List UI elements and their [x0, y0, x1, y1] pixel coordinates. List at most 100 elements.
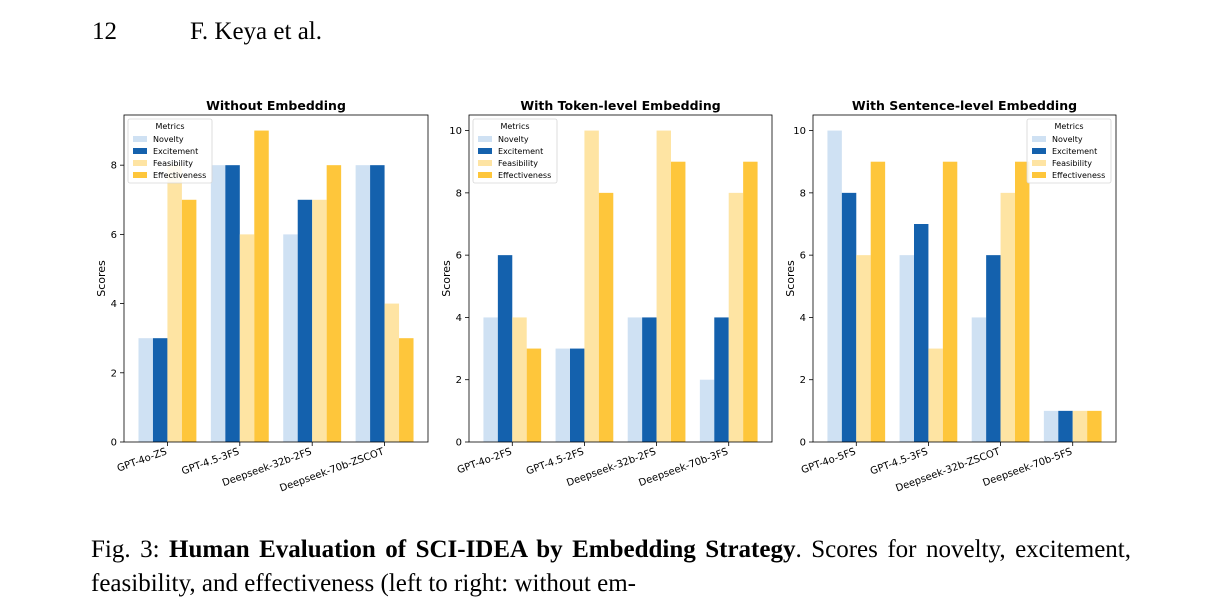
y-tick-label: 8: [111, 161, 117, 172]
legend-label-excitement: Excitement: [153, 147, 198, 156]
bar-feasibility-deepseek-32b-2fs: [312, 199, 327, 442]
bar-feasibility-deepseek-70b-3fs: [728, 192, 744, 442]
bar-excitement-deepseek-32b-zscot: [986, 255, 1001, 442]
legend-title: Metrics: [155, 122, 184, 131]
page-number: 12: [92, 18, 117, 45]
x-tick-label: GPT-4o-ZS: [116, 446, 169, 474]
legend-swatch-feasibility: [1032, 160, 1046, 166]
bar-novelty-gpt-4-5-3fs: [899, 255, 914, 442]
chart-title: Without Embedding: [206, 98, 346, 113]
bar-excitement-gpt-4o-5fs: [841, 192, 857, 442]
bar-excitement-gpt-4o-zs: [152, 338, 168, 442]
y-axis-label: Scores: [440, 260, 453, 297]
y-tick-label: 4: [111, 299, 117, 310]
bar-effectiveness-deepseek-32b-zscot: [1015, 161, 1030, 442]
y-tick-label: 4: [800, 313, 806, 324]
y-tick-label: 0: [800, 438, 806, 449]
legend: Metrics Novelty Excitement Feasibility Effec…: [1026, 118, 1112, 184]
bar-effectiveness-deepseek-70b-3fs: [743, 161, 758, 442]
legend-swatch-excitement: [478, 148, 492, 154]
legend-box: [1026, 118, 1112, 184]
bar-excitement-deepseek-70b-zscot: [370, 165, 385, 442]
running-authors: F. Keya et al.: [190, 18, 322, 45]
plot-frame: [123, 114, 429, 443]
legend-title: Metrics: [500, 122, 529, 131]
legend-label-effectiveness: Effectiveness: [498, 171, 551, 180]
bar-excitement-deepseek-32b-2fs: [297, 199, 313, 442]
chart-title: With Token-level Embedding: [520, 98, 720, 113]
bar-novelty-deepseek-70b-5fs: [1043, 410, 1059, 442]
bar-excitement-deepseek-32b-2fs: [642, 317, 657, 442]
bar-feasibility-deepseek-70b-zscot: [384, 303, 400, 442]
bar-excitement-deepseek-70b-5fs: [1058, 410, 1073, 442]
x-tick-label: GPT-4o-2FS: [456, 446, 513, 476]
y-tick-label: 4: [456, 313, 462, 324]
bar-novelty-gpt-4o-2fs: [483, 317, 498, 442]
bar-feasibility-deepseek-32b-2fs: [656, 130, 671, 443]
x-tick-label: GPT-4.5-3FS: [180, 446, 241, 477]
legend-label-feasibility: Feasibility: [1052, 159, 1092, 168]
legend-label-feasibility: Feasibility: [498, 159, 538, 168]
plot-frame: [812, 114, 1117, 443]
bar-feasibility-gpt-4o-5fs: [856, 255, 871, 442]
x-tick-label: GPT-4.5-2FS: [525, 446, 586, 477]
bar-excitement-gpt-4-5-3fs: [225, 165, 240, 442]
legend-swatch-novelty: [478, 136, 492, 142]
x-tick-label: GPT-4o-5FS: [800, 446, 857, 476]
bar-novelty-gpt-4-5-3fs: [210, 165, 226, 442]
legend-box: [472, 118, 558, 184]
y-tick-label: 0: [456, 438, 462, 449]
y-tick-label: 6: [111, 230, 117, 241]
y-tick-label: 10: [449, 126, 462, 137]
bar-feasibility-gpt-4-5-3fs: [239, 234, 255, 442]
legend-label-novelty: Novelty: [153, 135, 184, 144]
y-tick-label: 2: [800, 375, 806, 386]
y-tick-label: 0: [111, 438, 117, 449]
bar-novelty-deepseek-70b-zscot: [355, 165, 371, 442]
bar-feasibility-gpt-4-5-3fs: [928, 348, 943, 442]
legend-label-excitement: Excitement: [498, 147, 543, 156]
legend-title: Metrics: [1054, 122, 1083, 131]
bar-effectiveness-deepseek-70b-zscot: [399, 338, 414, 442]
bar-effectiveness-deepseek-32b-2fs: [671, 161, 686, 442]
bar-effectiveness-gpt-4o-zs: [181, 199, 197, 442]
caption-title: Human Evaluation of SCI-IDEA by Embeddin…: [169, 536, 796, 563]
y-tick-label: 6: [800, 251, 806, 262]
caption-label: Fig. 3:: [91, 536, 160, 563]
legend-label-effectiveness: Effectiveness: [1052, 171, 1105, 180]
legend-label-excitement: Excitement: [1052, 147, 1097, 156]
legend-swatch-novelty: [133, 136, 147, 142]
bar-feasibility-deepseek-32b-zscot: [1000, 192, 1015, 442]
y-tick-label: 10: [793, 126, 806, 137]
bar-novelty-gpt-4o-zs: [138, 338, 153, 442]
bar-effectiveness-gpt-4-5-3fs: [254, 130, 269, 443]
bar-novelty-deepseek-32b-zscot: [971, 317, 987, 442]
legend-label-novelty: Novelty: [498, 135, 529, 144]
legend-swatch-feasibility: [478, 160, 492, 166]
legend-swatch-excitement: [1032, 148, 1046, 154]
bar-novelty-gpt-4-5-2fs: [555, 348, 570, 442]
bar-novelty-deepseek-32b-2fs: [283, 234, 298, 442]
plot-frame: [468, 114, 773, 443]
legend-label-novelty: Novelty: [1052, 135, 1083, 144]
bar-effectiveness-gpt-4o-5fs: [870, 161, 886, 442]
y-tick-label: 8: [800, 188, 806, 199]
bar-novelty-gpt-4o-5fs: [827, 130, 842, 443]
bar-excitement-deepseek-70b-3fs: [714, 317, 729, 442]
figure-caption: Fig. 3: Human Evaluation of SCI-IDEA by …: [91, 533, 1131, 601]
bar-effectiveness-gpt-4-5-3fs: [942, 161, 958, 442]
legend-swatch-effectiveness: [133, 172, 147, 178]
y-tick-label: 2: [456, 375, 462, 386]
y-tick-label: 6: [456, 251, 462, 262]
bar-effectiveness-gpt-4o-2fs: [526, 348, 542, 442]
bar-effectiveness-deepseek-32b-2fs: [326, 165, 342, 442]
legend-label-feasibility: Feasibility: [153, 159, 193, 168]
bar-excitement-gpt-4-5-3fs: [914, 224, 929, 442]
legend-swatch-novelty: [1032, 136, 1046, 142]
y-axis-label: Scores: [95, 260, 108, 297]
legend-swatch-feasibility: [133, 160, 147, 166]
x-tick-label: GPT-4.5-3FS: [869, 446, 930, 477]
